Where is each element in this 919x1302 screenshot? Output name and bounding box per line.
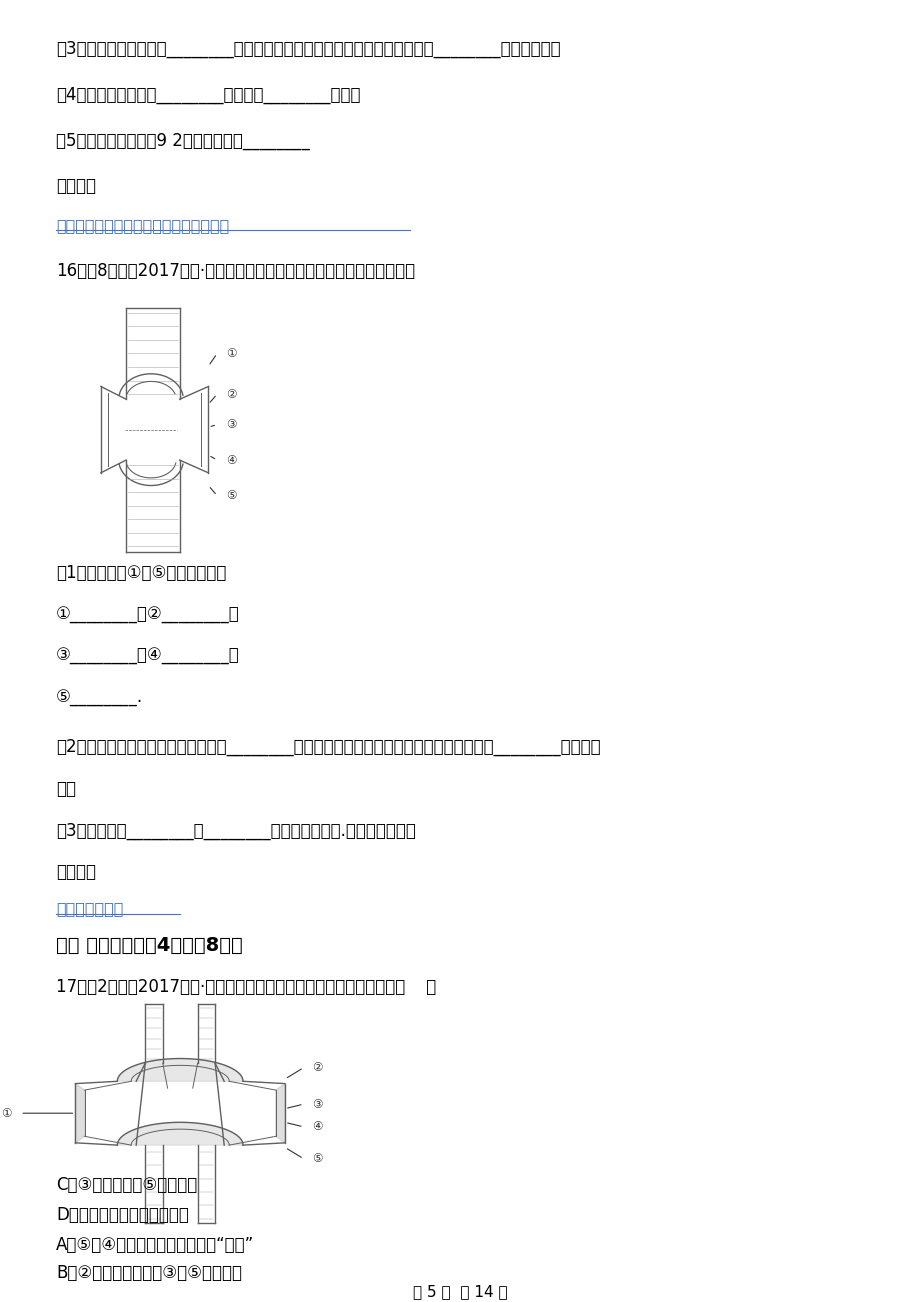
Text: 号）: 号） — [56, 780, 76, 798]
Text: 17．（2分）（2017八上·氭阳月考）下列关于关节的叙述不正确的是（    ）: 17．（2分）（2017八上·氭阳月考）下列关于关节的叙述不正确的是（ ） — [56, 978, 436, 996]
Text: C．③为关节窩，⑤为关节头: C．③为关节窩，⑤为关节头 — [56, 1176, 198, 1194]
Text: （3）关节很牢固是因为________把相邻两骨联系起来，其里面和外面还有很多________起加固作用。: （3）关节很牢固是因为________把相邻两骨联系起来，其里面和外面还有很多_… — [56, 40, 560, 59]
Text: ③: ③ — [312, 1098, 323, 1111]
Text: ②: ② — [312, 1061, 323, 1074]
Text: 【考点】: 【考点】 — [56, 177, 96, 195]
Text: （2）运动时能减少两骨之间摩擦的是________，（填序号）把两块骨牢固地联系在一起的是________．（填序: （2）运动时能减少两骨之间摩擦的是________，（填序号）把两块骨牢固地联系… — [56, 738, 600, 756]
Text: B．②为关节囊，可把③和⑤连在一起: B．②为关节囊，可把③和⑤连在一起 — [56, 1264, 242, 1282]
Text: （5）请列举出你熏怈9 2个关节名称：________: （5）请列举出你熏怈9 2个关节名称：________ — [56, 132, 310, 150]
Text: ④: ④ — [312, 1121, 323, 1133]
Polygon shape — [118, 1059, 243, 1081]
Text: 第 5 页  共 14 页: 第 5 页 共 14 页 — [413, 1284, 507, 1299]
Text: （4）屈耡时股二头肌________；伸耡时________收缩。: （4）屈耡时股二头肌________；伸耡时________收缩。 — [56, 86, 360, 104]
Text: ④: ④ — [225, 453, 236, 466]
Text: 16．（8分）（2017八上·吉首期中）如图是关节的模式图，请据图回答：: 16．（8分）（2017八上·吉首期中）如图是关节的模式图，请据图回答： — [56, 262, 414, 280]
Text: ⑤: ⑤ — [225, 490, 236, 503]
Text: 运动系统的组成: 运动系统的组成 — [56, 901, 123, 917]
Text: （3）脆臼是指________从________里滑出来的现象.（填结构名称）: （3）脆臼是指________从________里滑出来的现象.（填结构名称） — [56, 822, 415, 840]
Text: ②: ② — [225, 388, 236, 401]
Text: ①: ① — [1, 1107, 12, 1120]
Text: A．⑤从④中脆落出来的现象称为“脆臼”: A．⑤从④中脆落出来的现象称为“脆臼” — [56, 1236, 254, 1254]
Polygon shape — [75, 1083, 85, 1143]
Polygon shape — [118, 1122, 243, 1146]
Text: ③: ③ — [225, 418, 236, 431]
Text: ①________；②________；: ①________；②________； — [56, 605, 240, 624]
Text: ③________；④________；: ③________；④________； — [56, 647, 240, 665]
Text: （1）填出图中①－⑤的结构名称：: （1）填出图中①－⑤的结构名称： — [56, 564, 226, 582]
Text: 【考点】: 【考点】 — [56, 863, 96, 881]
Text: ①: ① — [225, 348, 236, 359]
Polygon shape — [276, 1083, 285, 1143]
Text: D．关节具有灵活性和牢固性: D．关节具有灵活性和牢固性 — [56, 1206, 188, 1224]
Text: 运动系统的组成；骨、关节和肌肉的配合: 运动系统的组成；骨、关节和肌肉的配合 — [56, 217, 229, 233]
Text: ⑤: ⑤ — [312, 1152, 323, 1165]
Text: ⑤________.: ⑤________. — [56, 689, 143, 707]
Text: 三、 中考演练（兲4题；兲8分）: 三、 中考演练（兲4题；兲8分） — [56, 936, 243, 954]
